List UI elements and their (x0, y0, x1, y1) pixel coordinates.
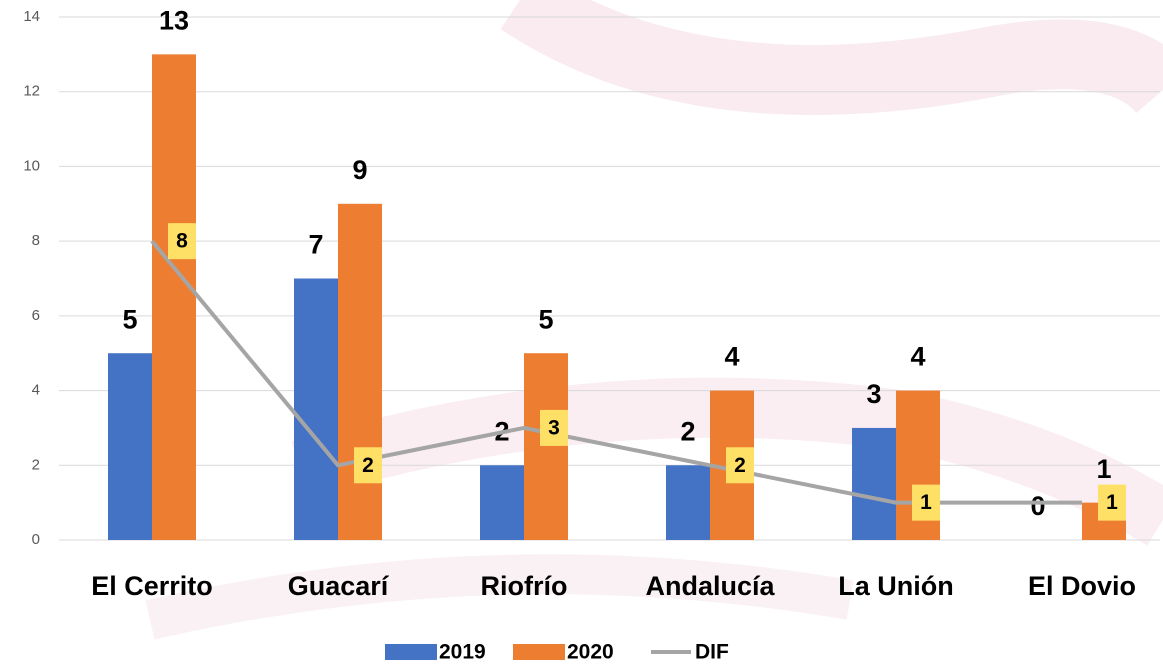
line-value-label: 3 (548, 416, 560, 439)
bar-value-label: 0 (1030, 491, 1045, 521)
y-tick-label: 0 (32, 531, 40, 548)
bar-value-label: 2 (680, 416, 695, 446)
bar (152, 54, 196, 540)
data-label-box (726, 447, 754, 484)
line-value-label: 1 (920, 491, 932, 514)
x-tick-label: Andalucía (645, 571, 775, 601)
bar (108, 353, 152, 540)
legend-label: 2019 (439, 641, 486, 664)
bar-value-label: 13 (159, 5, 189, 35)
line-value-label: 2 (362, 454, 374, 477)
bar (338, 203, 382, 541)
x-tick-label: El Dovio (1028, 571, 1136, 601)
bar-value-label: 3 (866, 379, 881, 409)
y-tick-label: 4 (32, 382, 40, 399)
bar (480, 465, 524, 540)
data-label-box (912, 484, 940, 521)
y-tick-label: 10 (23, 157, 40, 174)
y-tick-label: 6 (32, 307, 40, 324)
x-tick-label: Riofrío (481, 571, 568, 601)
bar-value-label: 9 (352, 155, 367, 185)
x-tick-label: La Unión (838, 571, 954, 601)
line (150, 239, 1082, 505)
line-value-label: 8 (176, 230, 188, 253)
legend-swatch (385, 644, 437, 660)
bar-value-label: 4 (910, 342, 925, 372)
bar-value-label: 1 (1096, 454, 1111, 484)
bar-value-label: 4 (724, 342, 739, 372)
x-tick-label: El Cerrito (91, 571, 213, 601)
data-label-box (540, 409, 568, 446)
line-value-label: 2 (734, 454, 746, 477)
background-decor (145, 0, 1163, 640)
bar (294, 278, 338, 540)
bar-value-label: 5 (122, 304, 137, 334)
data-label-box (354, 447, 382, 484)
y-tick-label: 14 (23, 8, 40, 25)
bar-value-label: 5 (538, 304, 553, 334)
y-tick-label: 12 (23, 83, 40, 100)
line-value-label: 1 (1106, 491, 1118, 514)
data-label-box (168, 223, 196, 260)
x-tick-label: Guacarí (288, 571, 390, 601)
y-tick-label: 2 (32, 456, 40, 473)
bar (524, 353, 568, 540)
bar (666, 465, 710, 540)
legend-label: DIF (695, 641, 729, 664)
bar (852, 427, 896, 540)
y-tick-label: 8 (32, 232, 40, 249)
data-label-box (1098, 484, 1126, 521)
bar-value-label: 7 (308, 230, 323, 260)
legend-swatch (513, 644, 565, 660)
legend-label: 2020 (567, 641, 614, 664)
